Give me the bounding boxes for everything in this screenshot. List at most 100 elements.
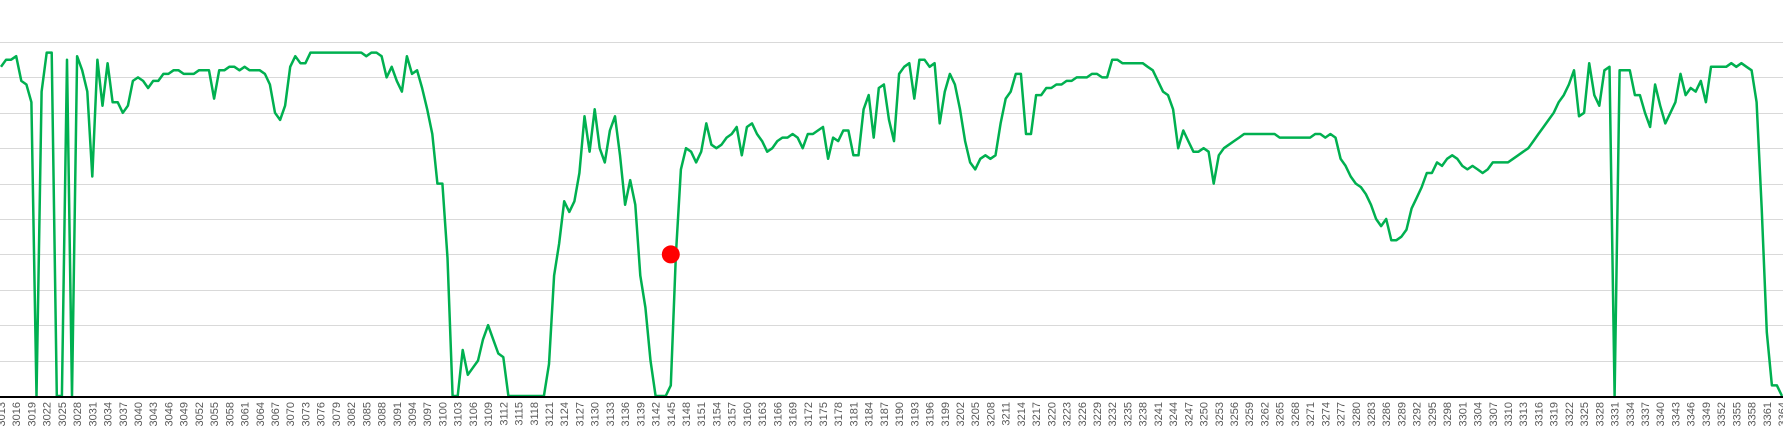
- x-tick-label: 3112: [498, 402, 510, 426]
- x-tick-label: 3115: [514, 402, 526, 426]
- x-tick-label: 3064: [255, 402, 267, 426]
- x-tick-label: 3163: [757, 402, 769, 426]
- x-tick-label: 3034: [103, 402, 115, 426]
- x-tick-label: 3340: [1655, 402, 1667, 426]
- x-tick-label: 3220: [1046, 402, 1058, 426]
- x-tick-label: 3349: [1701, 402, 1713, 426]
- x-tick-label: 3085: [361, 402, 373, 426]
- x-tick-label: 3256: [1229, 402, 1241, 426]
- x-tick-label: 3109: [483, 402, 495, 426]
- x-tick-label: 3262: [1259, 402, 1271, 426]
- x-tick-label: 3070: [285, 402, 297, 426]
- x-tick-label: 3088: [377, 402, 389, 426]
- x-tick-label: 3283: [1366, 402, 1378, 426]
- x-tick-label: 3106: [468, 402, 480, 426]
- x-tick-label: 3337: [1640, 402, 1652, 426]
- x-tick-label: 3166: [772, 402, 784, 426]
- x-tick-label: 3211: [1001, 402, 1013, 426]
- x-tick-label: 3145: [666, 402, 678, 426]
- x-tick-label: 3094: [407, 402, 419, 426]
- x-tick-label: 3244: [1168, 402, 1180, 426]
- x-tick-label: 3271: [1305, 402, 1317, 426]
- x-tick-label: 3151: [696, 402, 708, 426]
- x-tick-label: 3016: [11, 402, 23, 426]
- x-tick-label: 3067: [270, 402, 282, 426]
- x-tick-label: 3043: [148, 402, 160, 426]
- x-tick-label: 3025: [57, 402, 69, 426]
- x-tick-label: 3361: [1762, 402, 1774, 426]
- x-tick-label: 3133: [605, 402, 617, 426]
- x-tick-label: 3223: [1062, 402, 1074, 426]
- x-tick-label: 3013: [0, 402, 8, 426]
- x-tick-label: 3343: [1670, 402, 1682, 426]
- x-tick-label: 3049: [179, 402, 191, 426]
- x-tick-label: 3310: [1503, 402, 1515, 426]
- x-tick-label: 3232: [1107, 402, 1119, 426]
- x-tick-label: 3292: [1412, 402, 1424, 426]
- highlight-marker: [661, 245, 680, 264]
- x-tick-label: 3358: [1747, 402, 1759, 426]
- x-tick-label: 3316: [1533, 402, 1545, 426]
- x-tick-label: 3334: [1625, 402, 1637, 426]
- x-tick-label: 3217: [1031, 402, 1043, 426]
- x-tick-label: 3355: [1731, 402, 1743, 426]
- x-tick-label: 3265: [1275, 402, 1287, 426]
- marker-layer: [661, 245, 680, 264]
- x-tick-label: 3103: [453, 402, 465, 426]
- x-tick-label: 3028: [72, 402, 84, 426]
- x-tick-label: 3022: [42, 402, 54, 426]
- x-tick-label: 3274: [1320, 402, 1332, 426]
- x-tick-label: 3199: [940, 402, 952, 426]
- x-tick-label: 3178: [833, 402, 845, 426]
- x-tick-label: 3130: [590, 402, 602, 426]
- x-tick-label: 3346: [1686, 402, 1698, 426]
- x-tick-label: 3100: [437, 402, 449, 426]
- x-tick-label: 3253: [1214, 402, 1226, 426]
- x-tick-label: 3175: [818, 402, 830, 426]
- x-tick-label: 3208: [985, 402, 997, 426]
- x-tick-label: 3127: [574, 402, 586, 426]
- x-tick-label: 3121: [544, 402, 556, 426]
- x-tick-label: 3313: [1518, 402, 1530, 426]
- x-tick-label: 3325: [1579, 402, 1591, 426]
- x-tick-label: 3139: [635, 402, 647, 426]
- x-tick-label: 3040: [133, 402, 145, 426]
- x-tick-label: 3124: [559, 402, 571, 426]
- x-tick-label: 3091: [392, 402, 404, 426]
- x-tick-label: 3205: [970, 402, 982, 426]
- x-tick-label: 3061: [240, 402, 252, 426]
- x-tick-label: 3019: [26, 402, 38, 426]
- x-tick-label: 3286: [1381, 402, 1393, 426]
- x-tick-label: 3118: [529, 402, 541, 426]
- x-tick-label: 3037: [118, 402, 130, 426]
- gridlines: [0, 42, 1783, 362]
- x-tick-label: 3031: [87, 402, 99, 426]
- x-tick-labels: 3013 3016 3019 3022 3025 3028 3031 3034 3037 3040…: [0, 402, 1783, 426]
- x-tick-label: 3046: [163, 402, 175, 426]
- x-tick-label: 3202: [955, 402, 967, 426]
- x-tick-label: 3160: [742, 402, 754, 426]
- x-tick-label: 3136: [620, 402, 632, 426]
- series-layer: [0, 51, 1783, 398]
- x-tick-label: 3331: [1610, 402, 1622, 426]
- x-tick-label: 3058: [224, 402, 236, 426]
- x-tick-label: 3328: [1594, 402, 1606, 426]
- x-tick-label: 3304: [1473, 402, 1485, 426]
- x-tick-label: 3055: [209, 402, 221, 426]
- x-tick-label: 3097: [422, 402, 434, 426]
- x-tick-label: 3307: [1488, 402, 1500, 426]
- x-tick-label: 3280: [1351, 402, 1363, 426]
- x-tick-label: 3238: [1138, 402, 1150, 426]
- x-tick-label: 3196: [925, 402, 937, 426]
- x-tick-label: 3364: [1777, 402, 1783, 426]
- x-tick-label: 3250: [1199, 402, 1211, 426]
- x-tick-label: 3295: [1427, 402, 1439, 426]
- x-tick-label: 3076: [316, 402, 328, 426]
- x-tick-label: 3187: [879, 402, 891, 426]
- x-tick-label: 3298: [1442, 402, 1454, 426]
- x-tick-label: 3157: [727, 402, 739, 426]
- x-tick-label: 3082: [346, 402, 358, 426]
- x-tick-label: 3214: [1016, 402, 1028, 426]
- series-line: [0, 51, 1783, 398]
- x-tick-label: 3268: [1290, 402, 1302, 426]
